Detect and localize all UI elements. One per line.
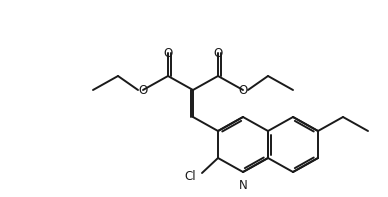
Text: O: O: [238, 84, 248, 97]
Text: N: N: [239, 179, 248, 192]
Text: O: O: [163, 46, 173, 59]
Text: Cl: Cl: [184, 170, 196, 183]
Text: O: O: [139, 84, 147, 97]
Text: O: O: [213, 46, 223, 59]
